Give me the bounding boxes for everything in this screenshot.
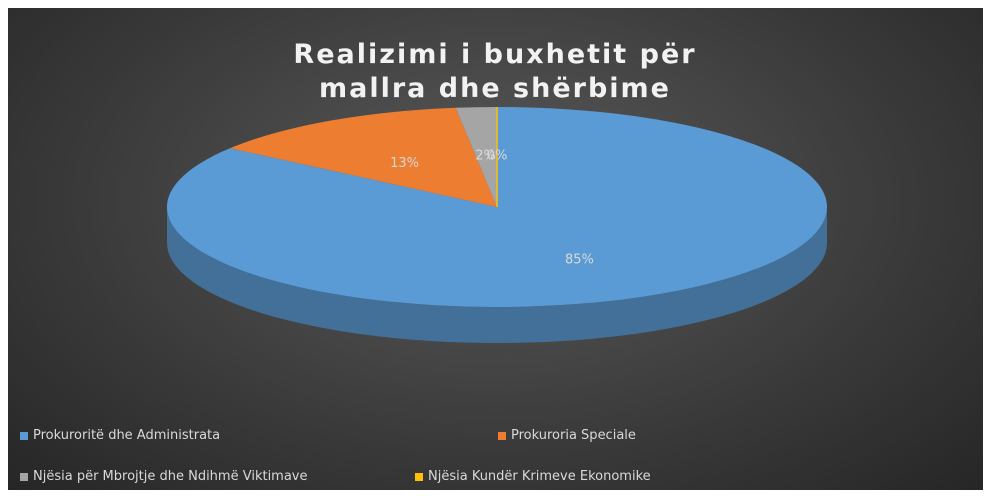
chart-title: Realizimi i buxhetit për mallra dhe shër…: [293, 39, 697, 104]
legend-swatch: [415, 472, 423, 481]
legend-item: Prokuroria Speciale: [498, 428, 636, 443]
slice: [230, 107, 497, 207]
legend-swatch: [20, 431, 28, 440]
slice-side: [167, 207, 827, 343]
legend-swatch: [20, 472, 28, 481]
legend-item: Njësia Kundër Krimeve Ekonomike: [415, 469, 651, 484]
data-label: 2%: [475, 149, 496, 164]
legend-label: Njësia Kundër Krimeve Ekonomike: [428, 469, 651, 484]
legend-swatch: [498, 431, 506, 440]
data-label: 13%: [390, 156, 419, 171]
legend-item: Njësia për Mbrojtje dhe Ndihmë Viktimave: [20, 469, 308, 484]
legend-label: Prokuroria Speciale: [511, 428, 636, 443]
data-label: 85%: [565, 253, 594, 268]
legend-label: Njësia për Mbrojtje dhe Ndihmë Viktimave: [33, 469, 308, 484]
pie-area: 85% 13% 2%0%: [166, 107, 827, 343]
data-label: 0%: [487, 149, 508, 164]
chart: 85% 13% 2% 0% Realizimi i buxhetit për mall…: [8, 8, 983, 490]
legend-item: Prokuroritë dhe Administrata: [20, 428, 220, 443]
legend-label: Prokuroritë dhe Administrata: [33, 428, 221, 443]
slice: [455, 107, 497, 207]
